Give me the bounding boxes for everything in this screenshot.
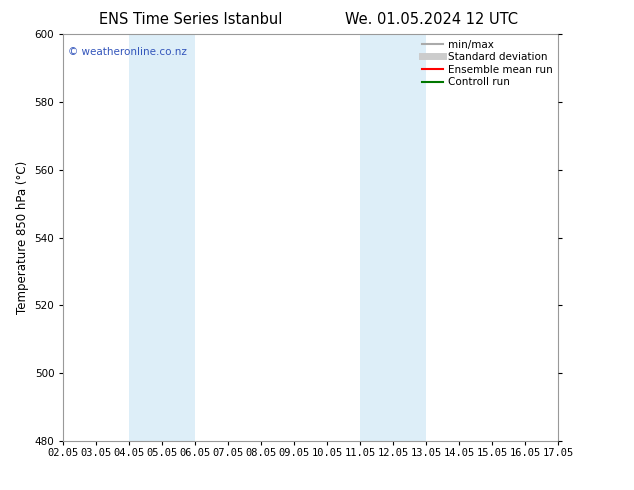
Legend: min/max, Standard deviation, Ensemble mean run, Controll run: min/max, Standard deviation, Ensemble me… bbox=[422, 40, 553, 87]
Y-axis label: Temperature 850 hPa (°C): Temperature 850 hPa (°C) bbox=[16, 161, 29, 314]
Text: © weatheronline.co.nz: © weatheronline.co.nz bbox=[68, 47, 187, 56]
Text: ENS Time Series Istanbul: ENS Time Series Istanbul bbox=[98, 12, 282, 27]
Bar bbox=[360, 34, 426, 441]
Bar bbox=[129, 34, 195, 441]
Text: We. 01.05.2024 12 UTC: We. 01.05.2024 12 UTC bbox=[345, 12, 517, 27]
